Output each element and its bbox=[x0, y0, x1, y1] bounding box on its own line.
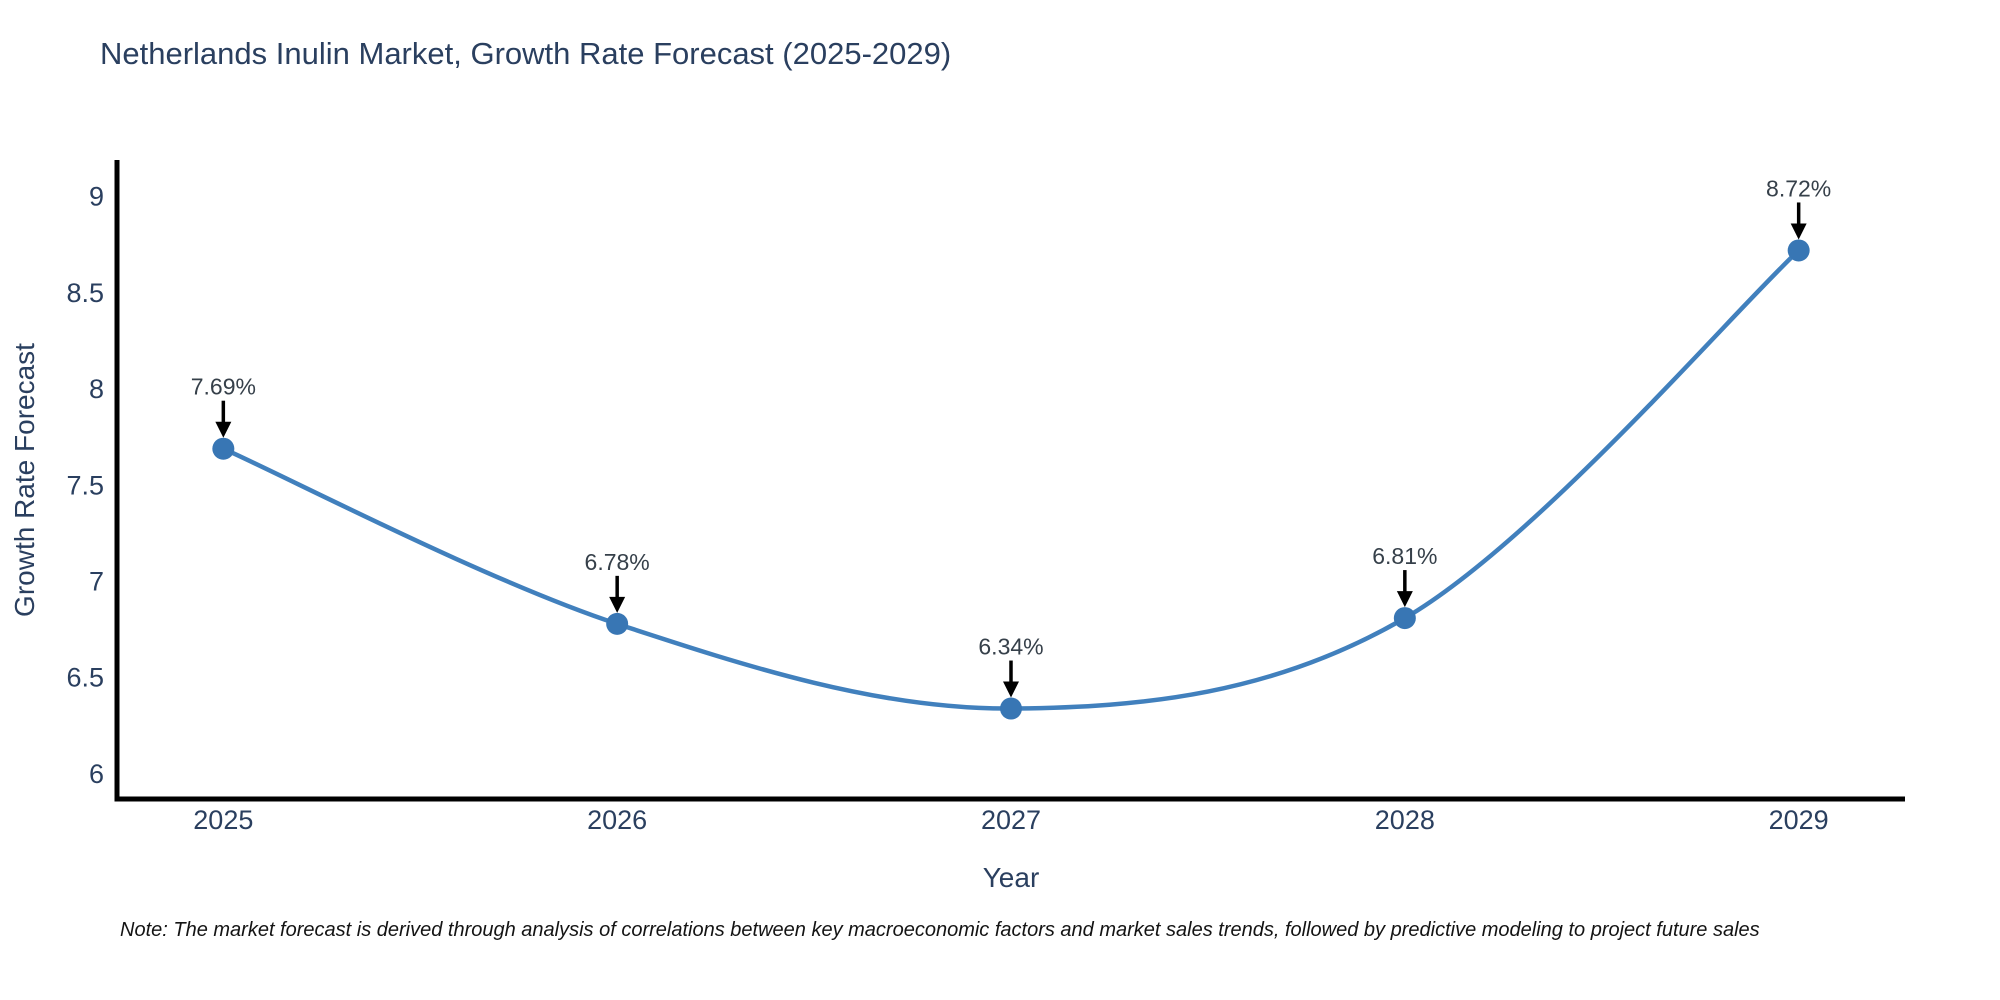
x-tick-label: 2025 bbox=[193, 805, 253, 835]
x-axis-title: Year bbox=[982, 862, 1040, 893]
point-annotation: 8.72% bbox=[1766, 175, 1831, 201]
footnote: Note: The market forecast is derived thr… bbox=[120, 919, 1760, 941]
annotation-arrow-head bbox=[215, 421, 232, 438]
point-annotation: 7.69% bbox=[191, 374, 256, 400]
x-tick-label: 2029 bbox=[1769, 805, 1829, 835]
x-tick-label: 2027 bbox=[981, 805, 1041, 835]
point-annotation: 6.81% bbox=[1372, 543, 1437, 569]
x-tick-label: 2028 bbox=[1375, 805, 1435, 835]
y-tick-label: 7.5 bbox=[66, 470, 104, 500]
y-tick-label: 9 bbox=[89, 182, 104, 212]
annotation-arrow-head bbox=[1790, 223, 1807, 240]
point-annotation: 6.34% bbox=[978, 634, 1043, 660]
data-point-marker bbox=[606, 612, 629, 635]
y-tick-label: 6 bbox=[89, 759, 104, 789]
y-axis-title-text: Growth Rate Forecast bbox=[9, 343, 40, 617]
chart-title: Netherlands Inulin Market, Growth Rate F… bbox=[100, 36, 952, 71]
annotation-arrow-head bbox=[1003, 681, 1019, 698]
y-tick-label: 7 bbox=[89, 567, 104, 597]
data-point-marker bbox=[1000, 697, 1022, 720]
data-point-marker bbox=[212, 437, 235, 460]
y-tick-label: 8.5 bbox=[66, 278, 104, 308]
annotation-arrow-head bbox=[1396, 591, 1413, 608]
x-tick-label: 2026 bbox=[587, 805, 647, 835]
data-point-marker bbox=[1393, 607, 1416, 630]
data-point-marker bbox=[1787, 239, 1810, 262]
annotation-arrow-head bbox=[609, 596, 626, 613]
y-tick-label: 8 bbox=[89, 374, 104, 404]
point-annotation: 6.78% bbox=[585, 549, 650, 575]
y-tick-label: 6.5 bbox=[66, 663, 104, 693]
